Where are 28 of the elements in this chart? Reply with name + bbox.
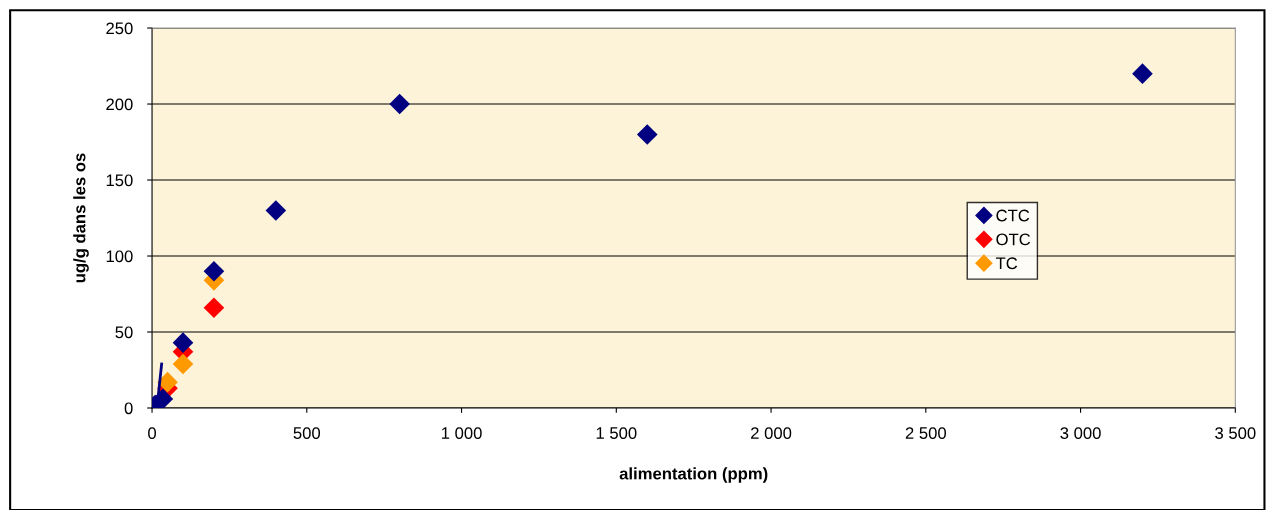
point bbox=[1132, 63, 1153, 84]
point bbox=[152, 388, 174, 408]
point bbox=[636, 124, 658, 145]
y-tick-label: 150 bbox=[106, 174, 133, 187]
point bbox=[203, 297, 225, 318]
y-tick-label: 200 bbox=[106, 98, 133, 111]
x-tick-label: 1 000 bbox=[441, 427, 482, 439]
x-tick-label: 3 000 bbox=[1060, 427, 1101, 439]
y-tick-label: 100 bbox=[106, 250, 133, 263]
legend-label: CTC bbox=[996, 209, 1030, 222]
y-tick-label: 250 bbox=[106, 22, 133, 35]
x-tick-label: 0 bbox=[148, 427, 157, 439]
x-axis-title: alimentation (ppm) bbox=[619, 467, 768, 483]
y-tick-label: 50 bbox=[115, 326, 133, 339]
x-tick-label: 3 500 bbox=[1215, 427, 1256, 439]
point bbox=[203, 260, 225, 282]
point bbox=[389, 93, 410, 115]
point bbox=[265, 200, 287, 221]
point bbox=[172, 353, 194, 375]
x-tick-label: 500 bbox=[293, 427, 321, 439]
y-tick-label: 0 bbox=[124, 402, 133, 415]
y-axis-title: ug/g dans les os bbox=[73, 153, 89, 283]
legend-label: TC bbox=[995, 257, 1018, 270]
point bbox=[172, 332, 194, 353]
legend-label: OTC bbox=[996, 233, 1031, 246]
x-tick-label: 2 000 bbox=[751, 427, 792, 439]
x-tick-label: 2 500 bbox=[905, 427, 947, 439]
x-tick-label: 1 500 bbox=[596, 427, 637, 439]
